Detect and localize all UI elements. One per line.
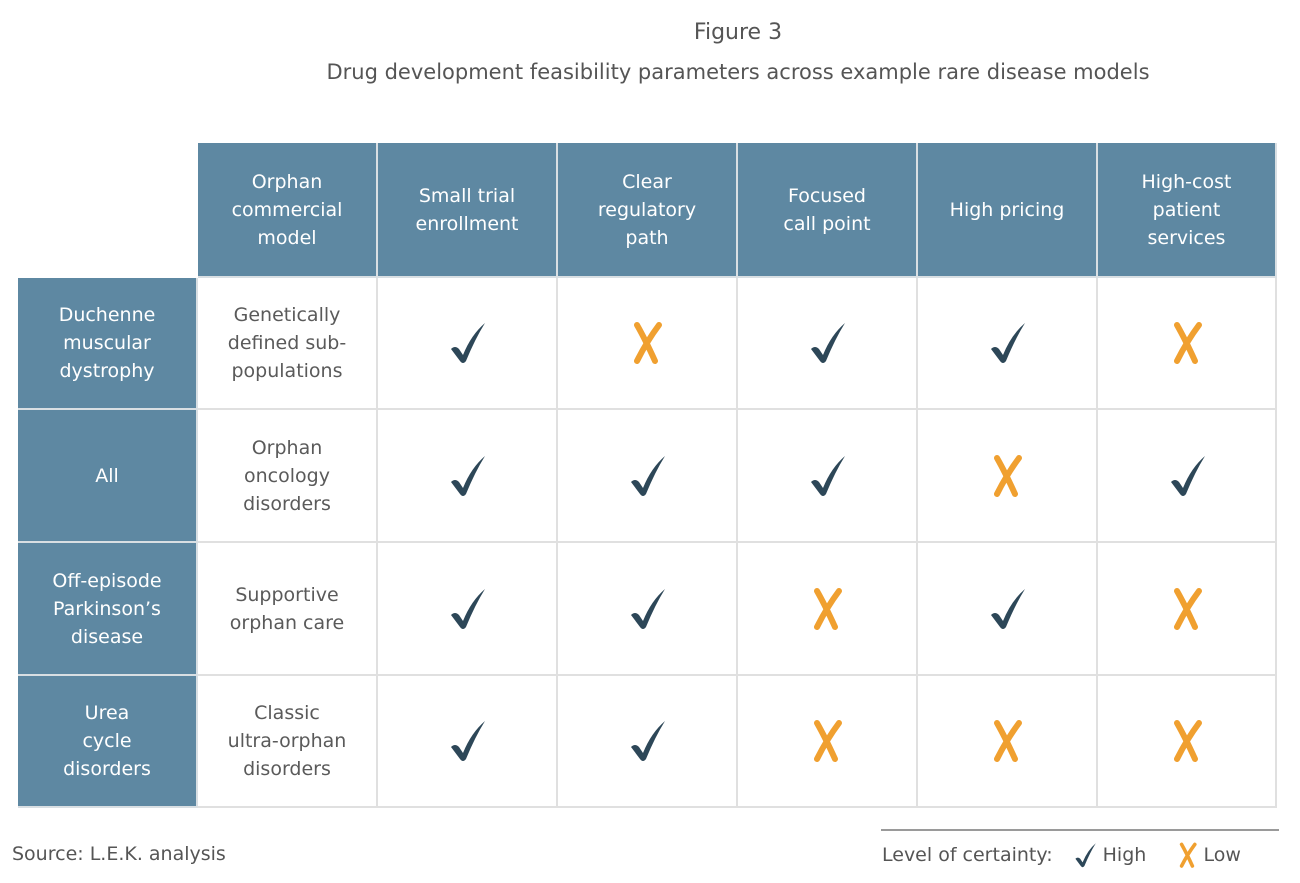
certainty-cell	[918, 676, 1098, 808]
certainty-cell	[738, 410, 918, 543]
checkmark-icon	[807, 321, 847, 365]
certainty-cell	[1098, 676, 1277, 808]
certainty-cell	[558, 543, 738, 676]
row-model: Supportive orphan care	[198, 543, 378, 676]
checkmark-icon	[447, 321, 487, 365]
column-header: Clear regulatory path	[558, 143, 738, 278]
x-mark-icon	[811, 719, 843, 763]
source-note: Source: L.E.K. analysis	[12, 843, 226, 865]
column-header: Orphan commercial model	[198, 143, 378, 278]
x-mark-icon	[1171, 587, 1203, 631]
checkmark-icon	[447, 587, 487, 631]
x-mark-icon	[811, 587, 843, 631]
checkmark-icon	[627, 454, 667, 498]
figure-number: Figure 3	[693, 20, 783, 45]
checkmark-icon	[447, 454, 487, 498]
legend-divider	[881, 829, 1279, 831]
legend-label: Level of certainty:	[882, 844, 1053, 867]
row-model: Orphan oncology disorders	[198, 410, 378, 543]
certainty-cell	[558, 410, 738, 543]
certainty-cell	[738, 278, 918, 410]
x-mark-icon	[1171, 321, 1203, 365]
certainty-cell	[918, 543, 1098, 676]
figure-title: Drug development feasibility parameters …	[326, 60, 1150, 84]
x-mark-icon	[1178, 842, 1197, 868]
certainty-cell	[378, 410, 558, 543]
x-mark-icon	[991, 719, 1023, 763]
column-header: Focused call point	[738, 143, 918, 278]
row-header-disease: Duchenne muscular dystrophy	[18, 278, 198, 410]
row-header-disease: Off-episode Parkinson’s disease	[18, 543, 198, 676]
checkmark-icon	[987, 587, 1027, 631]
checkmark-icon	[807, 454, 847, 498]
legend-high: High	[1102, 844, 1147, 867]
certainty-cell	[378, 543, 558, 676]
checkmark-icon	[627, 587, 667, 631]
row-model: Classic ultra-orphan disorders	[198, 676, 378, 808]
certainty-cell	[738, 676, 918, 808]
row-header-disease: Urea cycle disorders	[18, 676, 198, 808]
certainty-cell	[738, 543, 918, 676]
feasibility-table: Orphan commercial model Small trial enrol…	[18, 143, 1277, 808]
certainty-cell	[1098, 543, 1277, 676]
certainty-cell	[1098, 410, 1277, 543]
x-mark-icon	[991, 454, 1023, 498]
checkmark-icon	[1167, 454, 1207, 498]
corner-blank	[18, 143, 198, 278]
certainty-cell	[918, 278, 1098, 410]
legend: Level of certainty: High Low	[882, 842, 1241, 868]
checkmark-icon	[447, 719, 487, 763]
certainty-cell	[558, 278, 738, 410]
certainty-cell	[378, 278, 558, 410]
certainty-cell	[378, 676, 558, 808]
row-header-disease: All	[18, 410, 198, 543]
checkmark-icon	[1073, 842, 1097, 868]
checkmark-icon	[987, 321, 1027, 365]
column-header: High-cost patient services	[1098, 143, 1277, 278]
column-header: Small trial enrollment	[378, 143, 558, 278]
x-mark-icon	[1171, 719, 1203, 763]
certainty-cell	[558, 676, 738, 808]
checkmark-icon	[627, 719, 667, 763]
x-mark-icon	[631, 321, 663, 365]
column-header: High pricing	[918, 143, 1098, 278]
legend-low: Low	[1203, 844, 1241, 867]
certainty-cell	[918, 410, 1098, 543]
certainty-cell	[1098, 278, 1277, 410]
row-model: Genetically defined sub- populations	[198, 278, 378, 410]
